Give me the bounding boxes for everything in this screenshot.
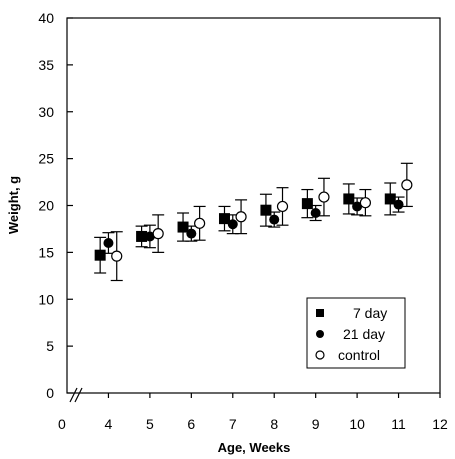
- x-axis-title: Age, Weeks: [218, 440, 291, 455]
- series-layer: [94, 162, 413, 282]
- data-point: [227, 219, 238, 230]
- series-21-day: [102, 196, 405, 254]
- y-tick-label: 10: [38, 291, 54, 307]
- y-tick-label: 0: [46, 385, 54, 401]
- y-axis-title: Weight, g: [6, 176, 21, 234]
- x-tick-label: 12: [432, 416, 448, 432]
- legend-marker-21-day: [316, 330, 324, 338]
- data-point: [269, 214, 280, 225]
- data-point: [144, 231, 155, 242]
- data-point: [136, 230, 148, 242]
- data-point: [393, 199, 404, 210]
- legend: 7 day 21 day control: [306, 297, 406, 369]
- data-point: [152, 228, 164, 240]
- legend-label-7-day: 7 day: [353, 305, 387, 321]
- axis-break-slash: [69, 387, 78, 403]
- y-tick-label: 40: [38, 10, 54, 26]
- data-point: [186, 228, 197, 239]
- series-control: [110, 162, 413, 282]
- x-tick-label: 6: [187, 416, 195, 432]
- x-tick-label: 10: [349, 416, 365, 432]
- data-point: [352, 201, 363, 212]
- x-axis: 4 5 6 7 8 9 10 11 12: [105, 393, 448, 432]
- data-point: [111, 250, 123, 262]
- data-point: [194, 217, 206, 229]
- data-point: [384, 193, 396, 205]
- legend-label-21-day: 21 day: [343, 326, 385, 342]
- data-point: [260, 204, 272, 216]
- x-tick-label: 4: [105, 416, 113, 432]
- data-point: [359, 197, 371, 209]
- y-tick-label: 20: [38, 198, 54, 214]
- data-point: [103, 238, 114, 248]
- legend-label-control: control: [338, 347, 380, 363]
- y-tick-label: 15: [38, 244, 54, 260]
- data-point: [401, 179, 413, 191]
- x-origin-label: 0: [58, 416, 66, 432]
- data-point: [343, 193, 355, 205]
- data-point: [310, 208, 321, 218]
- y-tick-label: 25: [38, 151, 54, 167]
- x-tick-label: 5: [146, 416, 154, 432]
- y-axis: 0 5 10 15 20 25 30 35 40: [38, 10, 73, 401]
- axis-break-slash: [74, 387, 83, 403]
- x-tick-label: 9: [312, 416, 320, 432]
- data-point: [318, 191, 330, 203]
- y-tick-label: 35: [38, 57, 54, 73]
- data-point: [177, 221, 189, 233]
- series-7-day: [94, 182, 397, 274]
- data-point: [218, 213, 230, 225]
- y-tick-label: 30: [38, 104, 54, 120]
- axis-break-marker: [69, 387, 83, 403]
- x-tick-label: 11: [391, 416, 406, 432]
- data-point: [235, 211, 247, 223]
- x-tick-label: 7: [229, 416, 237, 432]
- y-tick-label: 5: [46, 338, 54, 354]
- data-point: [94, 249, 106, 261]
- legend-marker-7-day: [316, 309, 324, 317]
- data-point: [301, 198, 313, 210]
- legend-marker-control: [315, 350, 325, 360]
- x-tick-label: 8: [270, 416, 278, 432]
- data-point: [276, 200, 289, 213]
